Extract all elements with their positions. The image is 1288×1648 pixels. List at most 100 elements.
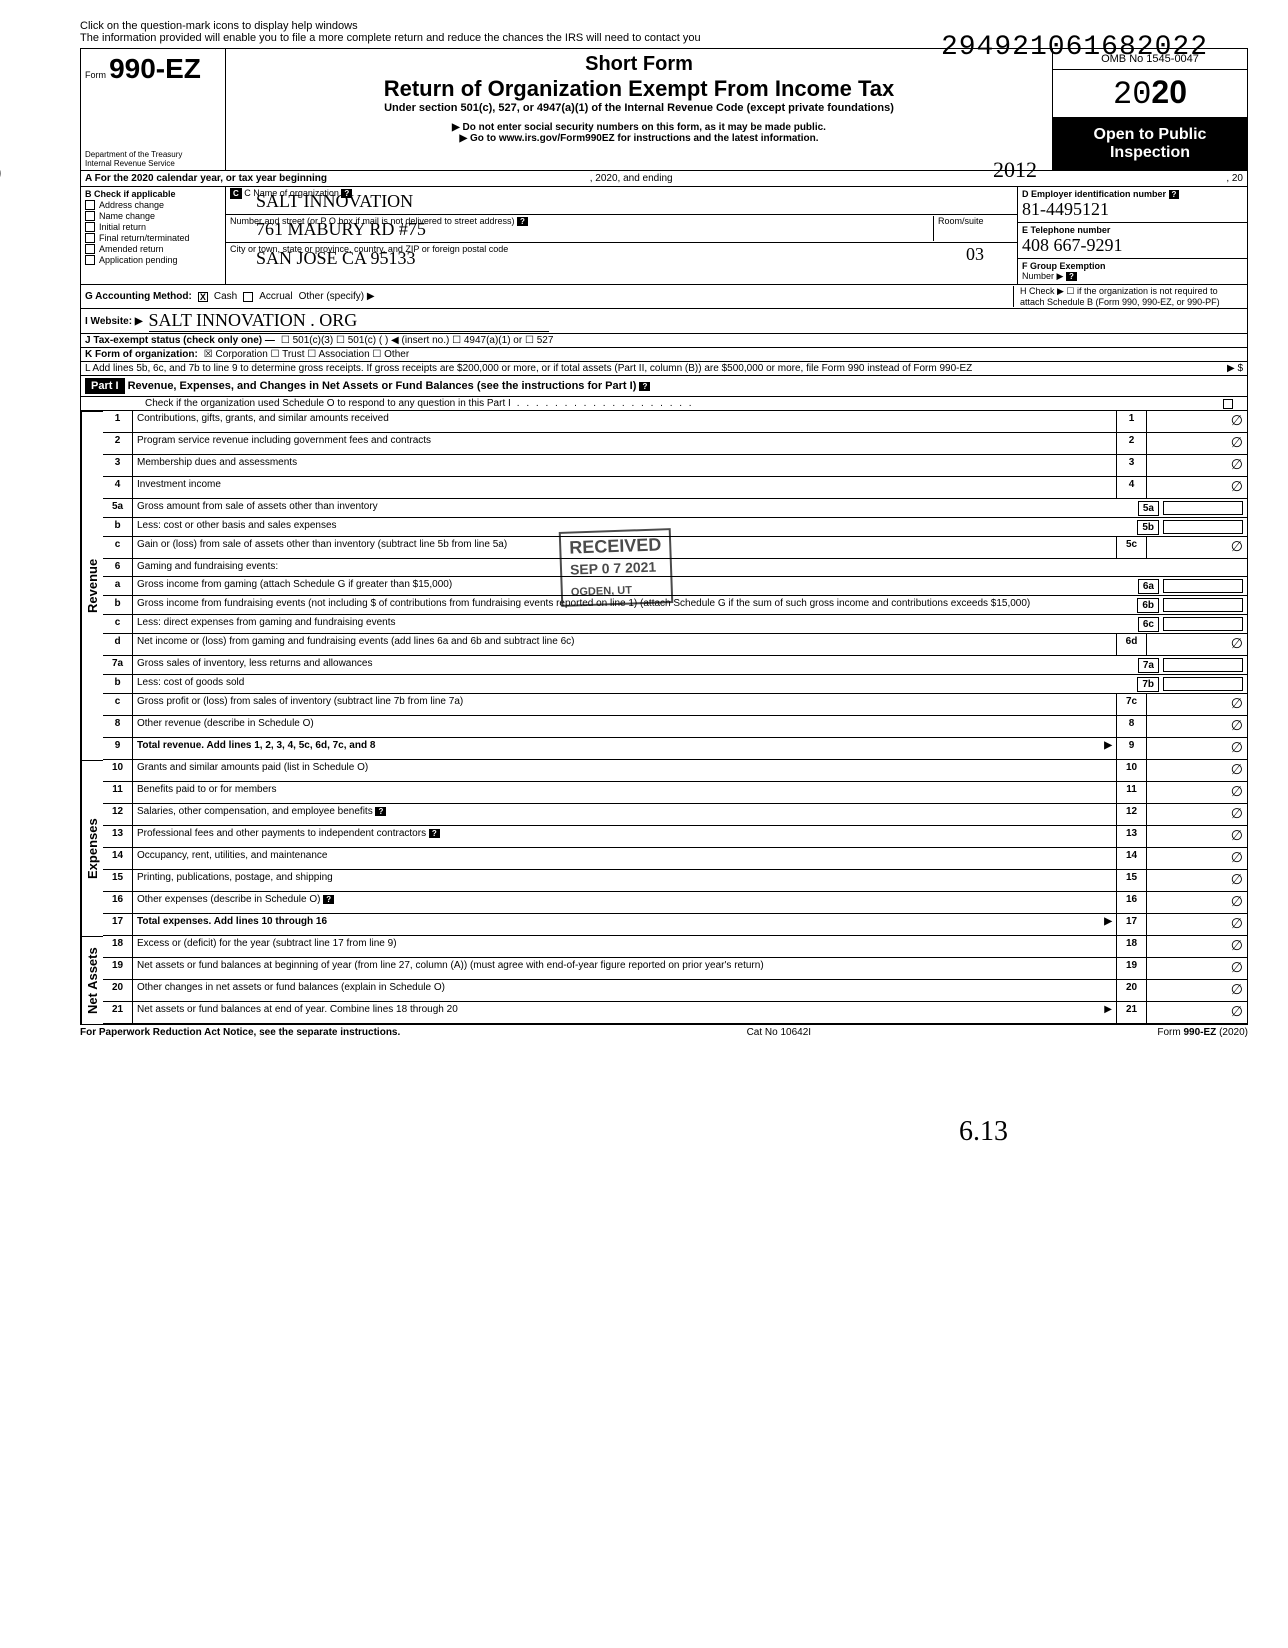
accounting-method: G Accounting Method: (85, 291, 192, 302)
line-box-number: 12 (1117, 804, 1147, 826)
line-value[interactable]: ∅ (1147, 782, 1247, 804)
line-value[interactable]: ∅ (1147, 848, 1247, 870)
line-description: Professional fees and other payments to … (133, 826, 1117, 848)
line-description: Gain or (loss) from sale of assets other… (133, 537, 1117, 559)
line-box-number: 2 (1117, 433, 1147, 455)
line-description: Investment income (133, 477, 1117, 499)
line-value[interactable]: ∅ (1147, 958, 1247, 980)
line-number: 8 (103, 716, 133, 738)
line-number: 18 (103, 936, 133, 958)
line-value[interactable]: ∅ (1147, 936, 1247, 958)
line-value[interactable]: ∅ (1147, 477, 1247, 499)
line-description: Less: cost of goods sold 7b (133, 675, 1247, 694)
line-value[interactable]: ∅ (1147, 826, 1247, 848)
line-description: Gross sales of inventory, less returns a… (133, 656, 1247, 675)
line-value[interactable]: ∅ (1147, 455, 1247, 477)
schedule-b-check: H Check ▶ ☐ if the organization is not r… (1013, 286, 1243, 307)
check-address-change[interactable] (85, 200, 95, 210)
line-description: Total revenue. Add lines 1, 2, 3, 4, 5c,… (133, 738, 1117, 760)
postmark-missing-stamp: Postmark Missing (0, 70, 2, 470)
check-cash[interactable] (198, 292, 208, 302)
schedule-o-check: Check if the organization used Schedule … (145, 398, 511, 409)
line-number: 2 (103, 433, 133, 455)
line-box-number: 8 (1117, 716, 1147, 738)
line-description: Other revenue (describe in Schedule O) (133, 716, 1117, 738)
line-number: 7a (103, 656, 133, 675)
line-number: 19 (103, 958, 133, 980)
line-description: Less: cost or other basis and sales expe… (133, 518, 1247, 537)
line-description: Gross profit or (loss) from sales of inv… (133, 694, 1117, 716)
city-field[interactable]: City or town, state or province, country… (226, 243, 1017, 271)
line-box-number: 7c (1117, 694, 1147, 716)
line-box-number: 19 (1117, 958, 1147, 980)
catalog-number: Cat No 10642I (747, 1027, 812, 1038)
line-description: Excess or (deficit) for the year (subtra… (133, 936, 1117, 958)
line-value[interactable]: ∅ (1147, 760, 1247, 782)
line-description: Membership dues and assessments (133, 455, 1117, 477)
line-number: 20 (103, 980, 133, 1002)
check-accrual[interactable] (243, 292, 253, 302)
line-value[interactable]: ∅ (1147, 892, 1247, 914)
section-label-revenue: Revenue (81, 411, 103, 760)
org-name-field[interactable]: C C Name of organization ? SALT INNOVATI… (226, 187, 1017, 215)
line-number: c (103, 537, 133, 559)
line-value[interactable]: ∅ (1147, 694, 1247, 716)
line-value[interactable]: ∅ (1147, 411, 1247, 433)
line-description: Occupancy, rent, utilities, and maintena… (133, 848, 1117, 870)
line-description: Salaries, other compensation, and employ… (133, 804, 1117, 826)
handwritten-year: 2012 (993, 157, 1037, 183)
line-value[interactable]: ∅ (1147, 537, 1247, 559)
line-box-number: 4 (1117, 477, 1147, 499)
section-b-checkboxes: B Check if applicable Address change Nam… (81, 187, 226, 284)
line-value[interactable]: ∅ (1147, 870, 1247, 892)
line-description: Net assets or fund balances at end of ye… (133, 1002, 1117, 1024)
line-box-number: 18 (1117, 936, 1147, 958)
form-title-box: Short Form Return of Organization Exempt… (226, 49, 1052, 170)
tax-year: 2020 (1053, 70, 1247, 118)
line-box-number: 6d (1117, 634, 1147, 656)
check-final-return[interactable] (85, 233, 95, 243)
line-number: 9 (103, 738, 133, 760)
check-application-pending[interactable] (85, 255, 95, 265)
tax-exempt-status[interactable]: ☐ 501(c)(3) ☐ 501(c) ( ) ◀ (insert no.) … (281, 335, 554, 346)
line-number: a (103, 577, 133, 596)
line-box-number: 9 (1117, 738, 1147, 760)
line-number: 6 (103, 559, 133, 577)
street-field[interactable]: Number and street (or P O box if mail is… (226, 215, 1017, 243)
line-value[interactable]: ∅ (1147, 980, 1247, 1002)
line-box-number: 10 (1117, 760, 1147, 782)
line-number: d (103, 634, 133, 656)
line-value[interactable]: ∅ (1147, 738, 1247, 760)
line-number: c (103, 615, 133, 634)
line-value[interactable]: ∅ (1147, 804, 1247, 826)
website-field[interactable]: SALT INNOVATION . ORG (149, 310, 549, 332)
line-number: 13 (103, 826, 133, 848)
ein-field[interactable]: D Employer identification number ? 81-44… (1018, 187, 1247, 223)
line-value[interactable]: ∅ (1147, 433, 1247, 455)
line-value[interactable]: ∅ (1147, 914, 1247, 936)
line-description: Contributions, gifts, grants, and simila… (133, 411, 1117, 433)
check-schedule-o[interactable] (1223, 399, 1233, 409)
check-initial-return[interactable] (85, 222, 95, 232)
line-description: Gaming and fundraising events: (133, 559, 1247, 577)
line-number: b (103, 675, 133, 694)
line-number: c (103, 694, 133, 716)
line-description: Other expenses (describe in Schedule O) … (133, 892, 1117, 914)
check-name-change[interactable] (85, 211, 95, 221)
line-value[interactable]: ∅ (1147, 1002, 1247, 1024)
group-exemption-field[interactable]: F Group Exemption Number ▶ ? (1018, 259, 1247, 284)
line-number: 21 (103, 1002, 133, 1024)
line-value[interactable]: ∅ (1147, 634, 1247, 656)
line-description: Grants and similar amounts paid (list in… (133, 760, 1117, 782)
open-to-public-badge: Open to Public Inspection (1053, 118, 1247, 170)
form-of-organization[interactable]: ☒ Corporation ☐ Trust ☐ Association ☐ Ot… (204, 349, 409, 360)
phone-field[interactable]: E Telephone number 408 667-9291 (1018, 223, 1247, 259)
line-value[interactable]: ∅ (1147, 716, 1247, 738)
line-description: Gross income from fundraising events (no… (133, 596, 1247, 615)
check-amended-return[interactable] (85, 244, 95, 254)
line-description: Program service revenue including govern… (133, 433, 1117, 455)
line-number: b (103, 596, 133, 615)
line-box-number: 13 (1117, 826, 1147, 848)
line-description: Less: direct expenses from gaming and fu… (133, 615, 1247, 634)
line-number: 5a (103, 499, 133, 518)
